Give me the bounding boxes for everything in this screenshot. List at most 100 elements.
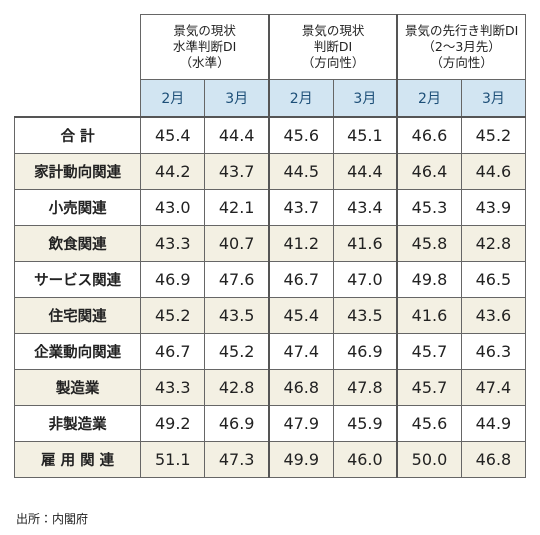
header-line: （水準） <box>179 55 230 70</box>
row: 企業動向関連 46.7 45.2 47.4 46.9 45.7 46.3 <box>13 333 527 370</box>
cell: 46.0 <box>332 441 398 478</box>
cell: 46.9 <box>204 405 270 442</box>
cell: 46.7 <box>267 261 334 298</box>
cell: 43.4 <box>332 189 398 226</box>
cell: 43.9 <box>460 189 527 226</box>
cell: 43.0 <box>140 189 206 226</box>
cell: 44.4 <box>332 153 398 190</box>
cell: 40.7 <box>204 225 270 262</box>
header-line: （方向性） <box>301 55 365 70</box>
cell: 45.3 <box>396 189 462 226</box>
header-line: 判断DI <box>313 39 353 54</box>
di-table: 景気の現状 水準判断DI （水準） 景気の現状 判断DI （方向性） 景気の先行き判断DI （… <box>13 14 527 478</box>
month-header: 3月 <box>460 79 527 118</box>
cell: 41.6 <box>332 225 398 262</box>
cell: 42.8 <box>204 369 270 406</box>
row-label: 企業動向関連 <box>13 333 142 370</box>
row: 製造業 43.3 42.8 46.8 47.8 45.7 47.4 <box>13 369 527 406</box>
header-line: 景気の現状 <box>301 23 365 38</box>
header-line: 水準判断DI <box>172 39 237 54</box>
cell: 46.4 <box>396 153 462 190</box>
row: サービス関連 46.9 47.6 46.7 47.0 49.8 46.5 <box>13 261 527 298</box>
group-header: 景気の現状 水準判断DI （水準） <box>140 14 270 80</box>
cell: 41.6 <box>396 297 462 334</box>
cell: 45.6 <box>396 405 462 442</box>
cell: 49.8 <box>396 261 462 298</box>
row: 家計動向関連 44.2 43.7 44.5 44.4 46.4 44.6 <box>13 153 527 190</box>
cell: 47.9 <box>267 405 334 442</box>
row-label: サービス関連 <box>13 261 142 298</box>
group-header: 景気の現状 判断DI （方向性） <box>267 14 398 80</box>
cell: 42.1 <box>204 189 270 226</box>
cell: 47.8 <box>332 369 398 406</box>
cell: 46.9 <box>140 261 206 298</box>
row: 飲食関連 43.3 40.7 41.2 41.6 45.8 42.8 <box>13 225 527 262</box>
cell: 45.7 <box>396 333 462 370</box>
cell: 43.6 <box>460 297 527 334</box>
cell: 50.0 <box>396 441 462 478</box>
row: 住宅関連 45.2 43.5 45.4 43.5 41.6 43.6 <box>13 297 527 334</box>
row: 雇 用 関 連 51.1 47.3 49.9 46.0 50.0 46.8 <box>13 441 527 478</box>
cell: 45.2 <box>140 297 206 334</box>
cell: 46.3 <box>460 333 527 370</box>
cell: 43.5 <box>332 297 398 334</box>
row-label: 雇 用 関 連 <box>13 441 142 478</box>
month-header: 3月 <box>332 79 398 118</box>
cell: 45.1 <box>332 116 398 154</box>
cell: 47.0 <box>332 261 398 298</box>
row-label: 合 計 <box>13 116 142 154</box>
cell: 44.5 <box>267 153 334 190</box>
row-label: 非製造業 <box>13 405 142 442</box>
row-label: 製造業 <box>13 369 142 406</box>
cell: 49.2 <box>140 405 206 442</box>
month-header: 2月 <box>396 79 462 118</box>
cell: 46.8 <box>267 369 334 406</box>
cell: 43.5 <box>204 297 270 334</box>
cell: 45.2 <box>460 116 527 154</box>
cell: 45.7 <box>396 369 462 406</box>
cell: 49.9 <box>267 441 334 478</box>
cell: 44.4 <box>204 116 270 154</box>
cell: 44.6 <box>460 153 527 190</box>
corner <box>14 14 142 118</box>
cell: 45.4 <box>140 116 206 154</box>
cell: 46.9 <box>332 333 398 370</box>
cell: 42.8 <box>460 225 527 262</box>
cell: 46.6 <box>396 116 462 154</box>
group-header: 景気の先行き判断DI （2～3月先） （方向性） <box>396 14 527 80</box>
row-label: 住宅関連 <box>13 297 142 334</box>
cell: 46.5 <box>460 261 527 298</box>
row: 合 計 45.4 44.4 45.6 45.1 46.6 45.2 <box>13 116 527 154</box>
cell: 45.8 <box>396 225 462 262</box>
header-line: （方向性） <box>430 55 493 70</box>
source: 出所：内閣府 <box>16 512 89 526</box>
cell: 43.7 <box>204 153 270 190</box>
month-header: 2月 <box>140 79 206 118</box>
month-header: 2月 <box>267 79 334 118</box>
row-label: 小売関連 <box>13 189 142 226</box>
cell: 51.1 <box>140 441 206 478</box>
month-header: 3月 <box>204 79 270 118</box>
cell: 43.7 <box>267 189 334 226</box>
cell: 44.9 <box>460 405 527 442</box>
cell: 47.6 <box>204 261 270 298</box>
cell: 43.3 <box>140 225 206 262</box>
cell: 45.6 <box>267 116 334 154</box>
row-label: 飲食関連 <box>13 225 142 262</box>
cell: 45.4 <box>267 297 334 334</box>
row: 非製造業 49.2 46.9 47.9 45.9 45.6 44.9 <box>13 405 527 442</box>
cell: 46.7 <box>140 333 206 370</box>
cell: 47.4 <box>460 369 527 406</box>
cell: 43.3 <box>140 369 206 406</box>
header-line: 景気の現状 <box>173 23 236 38</box>
header-line: 景気の先行き判断DI <box>404 23 519 38</box>
cell: 47.3 <box>204 441 270 478</box>
cell: 44.2 <box>140 153 206 190</box>
cell: 45.9 <box>332 405 398 442</box>
cell: 46.8 <box>460 441 527 478</box>
header-line: （2～3月先） <box>422 39 501 54</box>
cell: 45.2 <box>204 333 270 370</box>
cell: 41.2 <box>267 225 334 262</box>
row: 小売関連 43.0 42.1 43.7 43.4 45.3 43.9 <box>13 189 527 226</box>
